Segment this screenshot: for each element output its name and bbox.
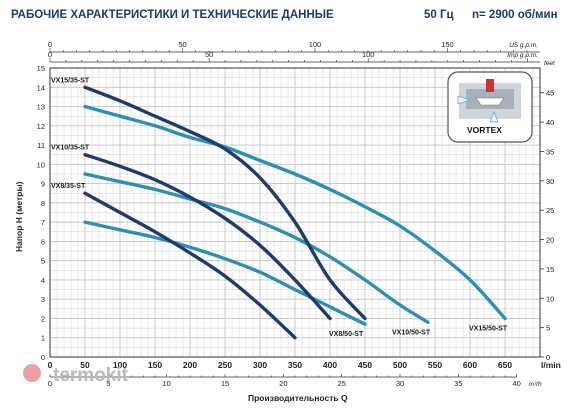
right-tick-label: 10	[546, 294, 554, 303]
inlet-arrow-icon	[489, 111, 499, 123]
series-line-vx15-50-st	[83, 104, 507, 321]
m3h-tick-label: 40	[512, 379, 520, 388]
imp-tick-label: 100	[362, 50, 375, 59]
imp-tick-label: 50	[205, 50, 213, 59]
y-tick-label: 1	[41, 334, 45, 343]
right-tick-label: 0	[546, 353, 550, 362]
m3h-tick-label: 30	[396, 379, 404, 388]
y-tick-label: 5	[41, 257, 45, 266]
x-tick-label: 600	[463, 360, 477, 370]
impeller-shaft	[486, 79, 494, 92]
us-tick-label: 50	[178, 40, 186, 49]
right-tick-label: 15	[546, 265, 554, 274]
m3h-tick-label: 0	[48, 379, 52, 388]
y-tick-label: 14	[37, 83, 45, 92]
y-tick-label: 12	[37, 122, 45, 131]
m3h-tick-label: 35	[454, 379, 462, 388]
y-axis-label: Напор H (метры)	[14, 181, 24, 252]
right-tick-label: 30	[546, 177, 554, 186]
x-tick-label: 650	[498, 360, 512, 370]
x-tick-label: 500	[393, 360, 407, 370]
y-tick-label: 0	[41, 353, 45, 362]
x-tick-label: 150	[148, 360, 162, 370]
watermark-text: termokit	[53, 365, 129, 386]
x-tick-label: 250	[218, 360, 232, 370]
m3h-tick-label: 10	[162, 379, 170, 388]
m3h-axis-unit: m³/h	[529, 381, 542, 388]
x-tick-label: 350	[288, 360, 302, 370]
axis-labels: 0123456789101112131415051015202530354045…	[37, 60, 561, 388]
outlet-arrow-icon	[457, 95, 472, 105]
series-line-vx10-35-st	[83, 153, 332, 321]
m3h-tick-label: 5	[106, 379, 110, 388]
y-tick-label: 8	[41, 199, 45, 208]
x-tick-label: 400	[323, 360, 337, 370]
x-tick-label: 200	[183, 360, 197, 370]
y-tick-label: 4	[41, 276, 45, 285]
x-tick-label: 100	[113, 360, 127, 370]
x-axis-label: Производительность Q	[248, 393, 348, 403]
y-tick-label: 7	[41, 218, 45, 227]
m3h-tick-label: 15	[221, 379, 229, 388]
y-tick-label: 6	[41, 237, 45, 246]
impeller-icon	[475, 97, 505, 106]
us-axis-unit: US g.p.m.	[509, 42, 538, 49]
right-tick-label: 40	[546, 118, 554, 127]
imp-tick-label: 0	[48, 50, 52, 59]
series-label: VX10/50-ST	[392, 329, 431, 336]
us-tick-label: 150	[441, 40, 454, 49]
right-tick-label: 45	[546, 89, 554, 98]
right-tick-label: 25	[546, 206, 554, 215]
x-tick-label: 550	[428, 360, 442, 370]
y-tick-label: 9	[41, 180, 45, 189]
vortex-inset: VORTEX	[447, 71, 533, 143]
watermark-logo-icon	[23, 364, 41, 382]
series-label: VX15/50-ST	[469, 325, 508, 332]
imp-axis-unit: Imp g.p.m.	[507, 52, 538, 59]
series-label: VX15/35-ST	[51, 77, 90, 84]
right-tick-label: 5	[546, 324, 550, 333]
chart-title: РАБОЧИЕ ХАРАКТЕРИСТИКИ И ТЕХНИЧЕСКИЕ ДАН…	[11, 9, 334, 21]
speed-label: n= 2900 об/мин	[472, 9, 558, 21]
series-layer: VX15/35-ST VX10/35-ST VX8/35-ST VX15/50-ST V…	[51, 77, 508, 340]
series-line-vx8-50-st	[83, 220, 367, 326]
plot-frame	[49, 67, 541, 358]
series-line-vx8-35-st	[83, 191, 297, 340]
series-label: VX10/35-ST	[51, 145, 90, 152]
y-tick-label: 3	[41, 295, 45, 304]
series-label: VX8/50-ST	[329, 331, 364, 338]
watermark: termokit	[23, 364, 129, 386]
y-tick-label: 10	[37, 160, 45, 169]
x-tick-label: 450	[358, 360, 372, 370]
y-tick-label: 13	[37, 103, 45, 112]
us-tick-label: 100	[309, 40, 322, 49]
m3h-tick-label: 25	[337, 379, 345, 388]
y-tick-label: 2	[41, 314, 45, 323]
right-tick-label: 35	[546, 147, 554, 156]
right-tick-label: 20	[546, 236, 554, 245]
x-tick-label: 50	[80, 360, 90, 370]
x-tick-label: 0	[48, 360, 53, 370]
right-axis-unit: feet	[544, 60, 556, 67]
x-tick-label: 300	[253, 360, 267, 370]
series-line-vx10-50-st	[83, 172, 430, 324]
top-axes: 0 50 100 150 US g.p.m. 0 50 100 Imp g.p.m.	[48, 40, 540, 63]
m3h-tick-label: 20	[279, 379, 287, 388]
frequency-label: 50 Гц	[424, 9, 454, 21]
series-label: VX8/35-ST	[51, 183, 86, 190]
series-line-vx15-35-st	[83, 85, 367, 321]
y-tick-label: 11	[37, 141, 45, 150]
y-tick-label: 15	[37, 64, 45, 73]
x-axis-unit: l/min	[541, 360, 561, 370]
us-tick-label: 0	[48, 40, 52, 49]
inset-label: VORTEX	[467, 125, 502, 135]
